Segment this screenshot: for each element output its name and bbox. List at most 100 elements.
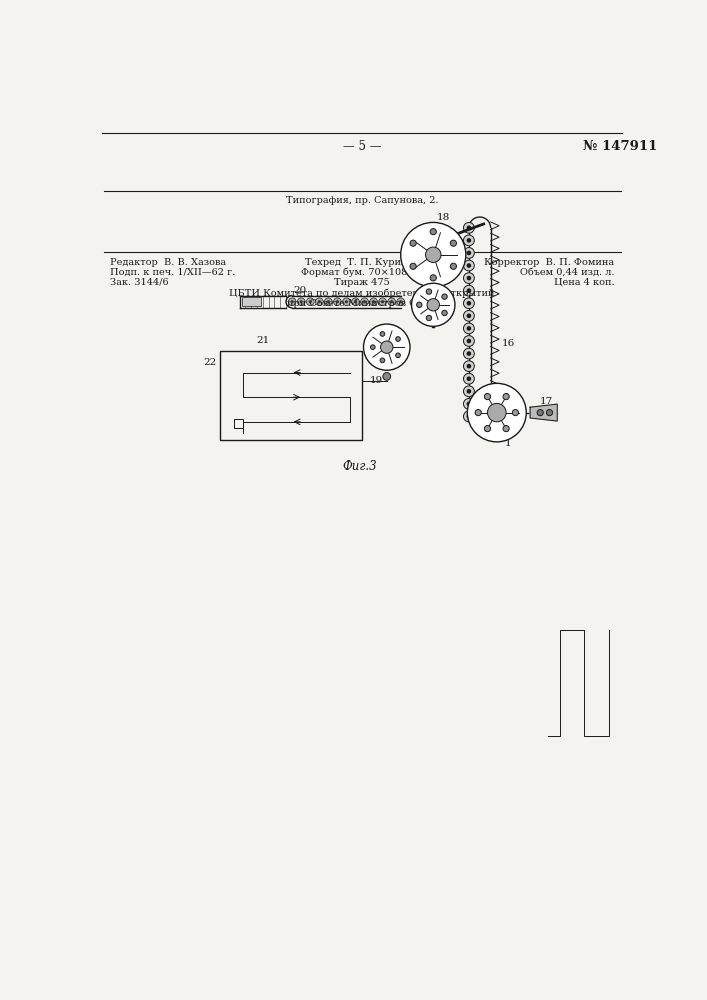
Circle shape	[387, 298, 395, 306]
Circle shape	[467, 314, 472, 318]
Circle shape	[467, 402, 472, 406]
Circle shape	[291, 300, 293, 303]
Circle shape	[503, 394, 509, 400]
Circle shape	[298, 298, 305, 306]
Circle shape	[430, 275, 436, 281]
Circle shape	[288, 298, 296, 306]
Circle shape	[351, 298, 359, 306]
Text: 19: 19	[370, 376, 383, 385]
Circle shape	[383, 373, 391, 380]
Circle shape	[467, 351, 472, 356]
Circle shape	[464, 273, 474, 283]
Circle shape	[380, 358, 385, 363]
Circle shape	[309, 300, 312, 303]
Circle shape	[467, 414, 472, 419]
Text: 16: 16	[501, 339, 515, 348]
Circle shape	[464, 361, 474, 372]
Text: Объем 0,44 изд. л.: Объем 0,44 изд. л.	[520, 268, 614, 277]
Text: Корректор  В. П. Фомина: Корректор В. П. Фомина	[484, 258, 614, 267]
Circle shape	[345, 300, 348, 303]
Circle shape	[467, 326, 472, 331]
Circle shape	[325, 298, 332, 306]
Circle shape	[426, 315, 432, 321]
Circle shape	[361, 298, 368, 306]
Circle shape	[411, 283, 455, 326]
Circle shape	[401, 222, 466, 287]
Circle shape	[427, 299, 440, 311]
Circle shape	[399, 300, 402, 303]
Text: Техред  Т. П. Курилко: Техред Т. П. Курилко	[305, 258, 419, 267]
Circle shape	[372, 300, 375, 303]
Circle shape	[390, 300, 393, 303]
Circle shape	[410, 240, 416, 246]
Circle shape	[379, 298, 387, 306]
Circle shape	[381, 300, 384, 303]
Circle shape	[442, 294, 448, 299]
Circle shape	[464, 373, 474, 384]
Circle shape	[464, 348, 474, 359]
Text: 22: 22	[203, 358, 216, 367]
Circle shape	[397, 298, 404, 306]
Circle shape	[370, 345, 375, 349]
Circle shape	[475, 410, 481, 416]
Circle shape	[464, 398, 474, 409]
Circle shape	[467, 339, 472, 343]
Circle shape	[467, 238, 472, 243]
Circle shape	[467, 389, 472, 394]
Circle shape	[354, 300, 357, 303]
Text: Фиг.3: Фиг.3	[342, 460, 377, 473]
Circle shape	[464, 310, 474, 321]
Circle shape	[430, 229, 436, 235]
Circle shape	[450, 263, 457, 269]
Text: Зак. 3144/6: Зак. 3144/6	[110, 278, 169, 287]
Circle shape	[396, 353, 400, 358]
Circle shape	[513, 410, 518, 416]
Text: Подп. к печ. 1/XII—62 г.: Подп. к печ. 1/XII—62 г.	[110, 268, 235, 277]
Circle shape	[467, 251, 472, 255]
Text: — 5 —: — 5 —	[343, 140, 381, 153]
Circle shape	[547, 410, 553, 416]
Circle shape	[336, 300, 339, 303]
Text: ЦБТИ Комитета по делам изобретений и открытий: ЦБТИ Комитета по делам изобретений и отк…	[229, 288, 495, 298]
Circle shape	[467, 225, 472, 230]
Circle shape	[464, 411, 474, 422]
Circle shape	[396, 337, 400, 341]
Circle shape	[363, 300, 366, 303]
Bar	[220, 351, 362, 440]
Circle shape	[464, 386, 474, 397]
Circle shape	[467, 263, 472, 268]
Bar	[234, 419, 243, 428]
Circle shape	[442, 310, 448, 316]
Polygon shape	[530, 404, 557, 421]
Text: Тираж 475: Тираж 475	[334, 278, 390, 287]
Circle shape	[488, 403, 506, 422]
Text: 21: 21	[256, 336, 269, 345]
Circle shape	[410, 263, 416, 269]
Text: Типография, пр. Сапунова, 2.: Типография, пр. Сапунова, 2.	[286, 196, 438, 205]
Text: 17: 17	[540, 397, 554, 406]
Circle shape	[317, 300, 321, 303]
Circle shape	[537, 410, 543, 416]
Text: Редактор  В. В. Хазова: Редактор В. В. Хазова	[110, 258, 226, 267]
Circle shape	[464, 336, 474, 346]
Circle shape	[464, 323, 474, 334]
Circle shape	[464, 298, 474, 309]
Circle shape	[464, 260, 474, 271]
Circle shape	[363, 324, 410, 370]
Circle shape	[467, 364, 472, 368]
Text: 20: 20	[293, 286, 307, 295]
Circle shape	[380, 332, 385, 336]
Circle shape	[464, 248, 474, 258]
Circle shape	[467, 301, 472, 306]
Text: № 147911: № 147911	[583, 140, 658, 153]
Circle shape	[464, 285, 474, 296]
Circle shape	[467, 376, 472, 381]
Circle shape	[503, 426, 509, 432]
Circle shape	[450, 240, 457, 246]
Circle shape	[327, 300, 330, 303]
Text: 18: 18	[437, 213, 450, 222]
Text: Формат бум. 70×108¹/₁₆: Формат бум. 70×108¹/₁₆	[301, 268, 423, 277]
Circle shape	[334, 298, 341, 306]
Bar	[242, 297, 261, 306]
Circle shape	[426, 247, 441, 262]
